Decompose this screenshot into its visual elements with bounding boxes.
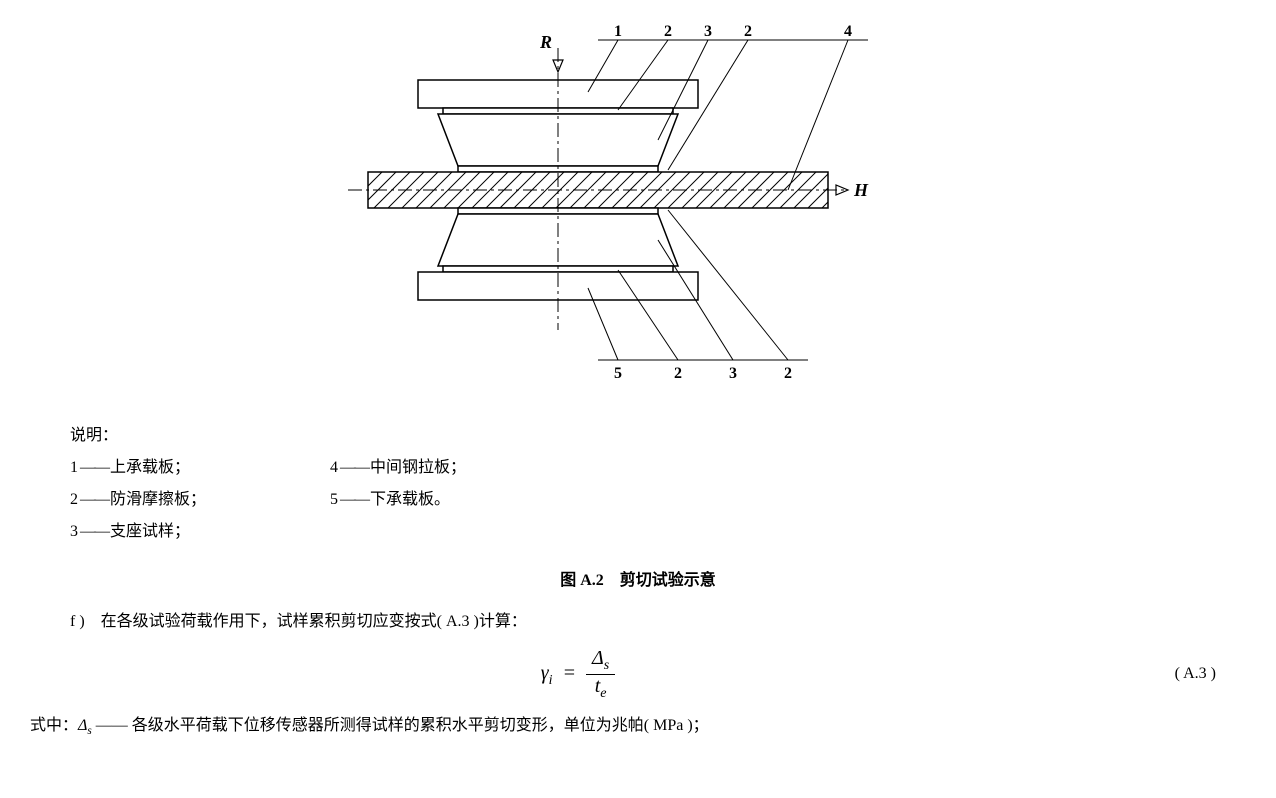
- legend-num: 4: [330, 452, 338, 484]
- legend-item: 5 —— 下承载板。: [330, 484, 590, 516]
- legend-item: 2 —— 防滑摩擦板；: [70, 484, 330, 516]
- legend-num: 2: [70, 484, 78, 516]
- formula-lhs: γ: [541, 662, 549, 684]
- formula: γi = Δs te: [30, 647, 1126, 702]
- legend-dash: ——: [340, 484, 368, 516]
- svg-text:5: 5: [614, 365, 622, 382]
- legend-block: 说明： 1 —— 上承载板； 4 —— 中间钢拉板； 2 —— 防滑摩擦板； 5…: [70, 420, 1246, 548]
- para-text: 在各级试验荷载作用下，试样累积剪切应变按式( A.3 )计算：: [101, 613, 527, 630]
- legend-dash: ——: [80, 484, 108, 516]
- formula-den-sub: e: [600, 686, 606, 701]
- svg-text:2: 2: [674, 365, 682, 382]
- where-prefix: 式中：: [30, 717, 78, 734]
- legend-text: 上承载板；: [110, 452, 190, 484]
- legend-text: 防滑摩擦板；: [110, 484, 206, 516]
- svg-text:3: 3: [704, 23, 712, 40]
- where-sym-sub: s: [87, 725, 91, 737]
- legend-item: 3 —— 支座试样；: [70, 516, 330, 548]
- legend-title: 说明：: [70, 420, 1246, 452]
- para-marker: f ): [70, 613, 85, 630]
- legend-num: 5: [330, 484, 338, 516]
- legend-text: 下承载板。: [370, 484, 450, 516]
- paragraph-f: f ) 在各级试验荷载作用下，试样累积剪切应变按式( A.3 )计算：: [70, 608, 1246, 637]
- svg-text:R: R: [539, 32, 552, 52]
- legend-dash: ——: [80, 452, 108, 484]
- legend-text: 中间钢拉板；: [370, 452, 466, 484]
- shear-test-diagram: R H 1 2 3 2 4 5 2 3 2: [288, 20, 988, 400]
- svg-text:2: 2: [744, 23, 752, 40]
- legend-item: 1 —— 上承载板；: [70, 452, 330, 484]
- svg-text:2: 2: [784, 365, 792, 382]
- svg-text:3: 3: [729, 365, 737, 382]
- svg-text:1: 1: [614, 23, 622, 40]
- formula-lhs-sub: i: [549, 673, 553, 688]
- formula-num: Δ: [592, 647, 604, 669]
- formula-num-sub: s: [604, 658, 609, 673]
- equation-number: ( A.3 ): [1126, 665, 1246, 683]
- legend-item: 4 —— 中间钢拉板；: [330, 452, 590, 484]
- where-clause: 式中：Δs —— 各级水平荷载下位移传感器所测得试样的累积水平剪切变形，单位为兆…: [30, 712, 1246, 741]
- legend-num: 1: [70, 452, 78, 484]
- legend-dash: ——: [80, 516, 108, 548]
- svg-text:2: 2: [664, 23, 672, 40]
- where-dash: ——: [96, 717, 128, 734]
- legend-num: 3: [70, 516, 78, 548]
- svg-text:4: 4: [844, 23, 852, 40]
- figure-caption: 图 A.2 剪切试验示意: [30, 566, 1246, 590]
- svg-text:H: H: [853, 180, 869, 200]
- where-sym: Δ: [78, 717, 87, 734]
- legend-text: 支座试样；: [110, 516, 190, 548]
- diagram-svg: R H 1 2 3 2 4 5 2 3 2: [288, 20, 988, 400]
- formula-fraction: Δs te: [586, 647, 615, 702]
- formula-row: γi = Δs te ( A.3 ): [30, 647, 1246, 702]
- legend-dash: ——: [340, 452, 368, 484]
- where-text: 各级水平荷载下位移传感器所测得试样的累积水平剪切变形，单位为兆帕( MPa )；: [132, 717, 709, 734]
